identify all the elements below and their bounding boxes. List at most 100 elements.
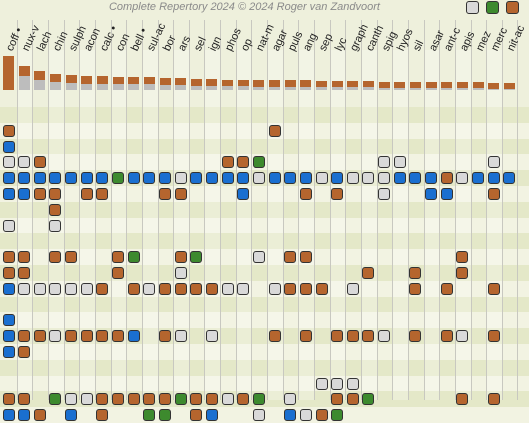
grade-cell[interactable]	[49, 282, 62, 295]
grade-cell[interactable]	[487, 393, 500, 406]
grade-cell[interactable]	[252, 393, 265, 406]
grade-cell[interactable]	[487, 188, 500, 200]
grade-cell[interactable]	[190, 172, 203, 185]
grade-cell[interactable]	[331, 409, 344, 422]
grade-cell[interactable]	[33, 409, 46, 422]
grade-cell[interactable]	[159, 330, 171, 343]
grade-cell[interactable]	[2, 188, 15, 200]
grade-cell[interactable]	[252, 156, 265, 169]
grade-cell[interactable]	[127, 251, 140, 264]
grade-cell[interactable]	[409, 172, 422, 185]
grade-cell[interactable]	[2, 219, 15, 232]
grade-cell[interactable]	[205, 172, 218, 185]
grade-cell[interactable]	[284, 251, 297, 264]
grade-cell[interactable]	[143, 282, 156, 295]
grade-cell[interactable]	[284, 393, 297, 406]
grade-cell[interactable]	[237, 156, 250, 169]
grade-cell[interactable]	[456, 251, 469, 264]
grade-cell[interactable]	[378, 156, 391, 169]
grade-cell[interactable]	[143, 393, 156, 406]
grade-cell[interactable]	[440, 172, 453, 185]
grade-cell[interactable]	[18, 346, 31, 358]
grade-cell[interactable]	[49, 172, 62, 185]
grade-cell[interactable]	[440, 282, 453, 295]
grade-cell[interactable]	[96, 330, 109, 343]
grade-cell[interactable]	[80, 188, 93, 200]
grade-cell[interactable]	[174, 267, 187, 279]
grade-cell[interactable]	[174, 393, 187, 406]
grade-cell[interactable]	[487, 172, 500, 185]
grade-cell[interactable]	[190, 251, 203, 264]
grade-cell[interactable]	[112, 251, 125, 264]
grade-cell[interactable]	[409, 282, 422, 295]
grade-cell[interactable]	[346, 393, 359, 406]
grade-cell[interactable]	[487, 330, 500, 343]
grade-cell[interactable]	[112, 330, 125, 343]
grade-cell[interactable]	[2, 140, 15, 153]
filter-all-icon[interactable]	[466, 1, 479, 14]
grade-cell[interactable]	[346, 282, 359, 295]
grade-cell[interactable]	[18, 156, 31, 169]
grade-cell[interactable]	[440, 188, 453, 200]
grade-cell[interactable]	[174, 188, 187, 200]
grade-cell[interactable]	[80, 393, 93, 406]
grade-cell[interactable]	[268, 172, 281, 185]
grade-cell[interactable]	[65, 409, 78, 422]
grade-cell[interactable]	[362, 330, 375, 343]
grade-cell[interactable]	[456, 267, 469, 279]
grade-cell[interactable]	[127, 330, 140, 343]
grade-cell[interactable]	[159, 172, 171, 185]
grade-cell[interactable]	[80, 282, 93, 295]
grade-cell[interactable]	[299, 409, 312, 422]
grade-cell[interactable]	[33, 282, 46, 295]
grade-cell[interactable]	[65, 282, 78, 295]
grade-cell[interactable]	[49, 330, 62, 343]
grade-cell[interactable]	[2, 156, 15, 169]
grade-cell[interactable]	[315, 409, 328, 422]
grade-cell[interactable]	[18, 251, 31, 264]
grade-cell[interactable]	[18, 409, 31, 422]
grade-cell[interactable]	[190, 393, 203, 406]
grade-cell[interactable]	[205, 393, 218, 406]
grade-cell[interactable]	[96, 188, 109, 200]
grade-cell[interactable]	[284, 172, 297, 185]
grade-cell[interactable]	[112, 393, 125, 406]
grade-cell[interactable]	[299, 251, 312, 264]
grade-cell[interactable]	[33, 172, 46, 185]
grade-cell[interactable]	[2, 409, 15, 422]
grade-cell[interactable]	[378, 188, 391, 200]
grade-cell[interactable]	[2, 251, 15, 264]
grade-cell[interactable]	[315, 172, 328, 185]
grade-cell[interactable]	[409, 330, 422, 343]
grade-cell[interactable]	[237, 188, 250, 200]
grade-cell[interactable]	[2, 314, 15, 327]
grade-cell[interactable]	[96, 409, 109, 422]
grade-cell[interactable]	[65, 330, 78, 343]
grade-cell[interactable]	[159, 188, 171, 200]
grade-cell[interactable]	[440, 330, 453, 343]
grade-cell[interactable]	[2, 124, 15, 137]
grade-cell[interactable]	[159, 409, 171, 422]
grade-cell[interactable]	[378, 172, 391, 185]
grade-cell[interactable]	[80, 330, 93, 343]
grade-cell[interactable]	[299, 330, 312, 343]
grade-cell[interactable]	[393, 172, 406, 185]
grade-cell[interactable]	[268, 330, 281, 343]
grade-cell[interactable]	[96, 282, 109, 295]
grade-cell[interactable]	[331, 377, 344, 390]
grade-cell[interactable]	[18, 393, 31, 406]
grade-cell[interactable]	[346, 330, 359, 343]
grade-cell[interactable]	[393, 156, 406, 169]
grade-cell[interactable]	[2, 393, 15, 406]
grade-cell[interactable]	[190, 409, 203, 422]
grade-cell[interactable]	[237, 172, 250, 185]
filter-green-icon[interactable]	[486, 1, 499, 14]
grade-cell[interactable]	[378, 330, 391, 343]
grade-cell[interactable]	[96, 172, 109, 185]
grade-cell[interactable]	[49, 188, 62, 200]
grade-cell[interactable]	[362, 267, 375, 279]
grade-cell[interactable]	[2, 330, 15, 343]
remedy-header[interactable]: chin	[50, 29, 71, 54]
grade-cell[interactable]	[205, 409, 218, 422]
grade-cell[interactable]	[112, 267, 125, 279]
